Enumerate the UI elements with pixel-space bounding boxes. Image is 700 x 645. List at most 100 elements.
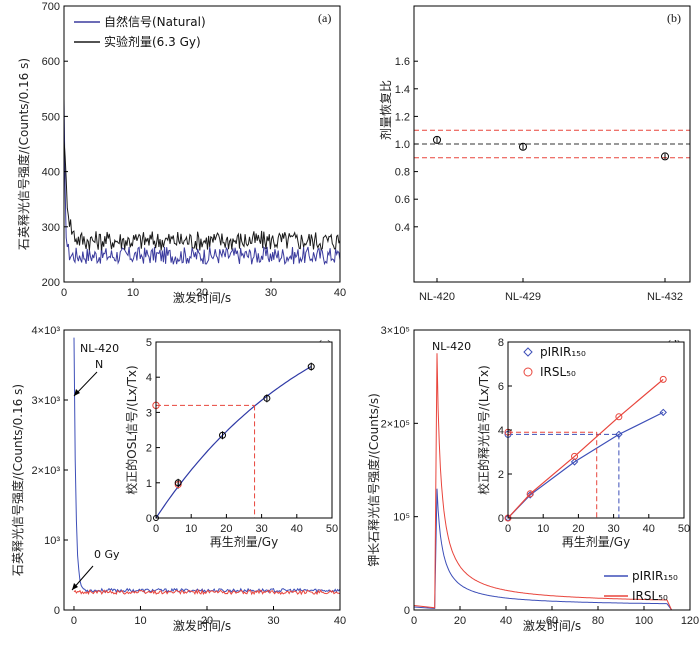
inset-point-d-0 <box>526 491 534 499</box>
data-point-b <box>433 135 441 144</box>
x-axis-title-c: 激发时间/s <box>173 618 231 633</box>
inset-legend-marker-d-0 <box>523 347 533 357</box>
inset-point-c <box>174 479 182 487</box>
inset-y-tick-d-label: 2 <box>498 469 504 481</box>
sample-label-c: NL-420 <box>80 342 119 355</box>
series-line-a-1 <box>63 140 341 251</box>
y-tick-a-label: 300 <box>42 222 60 234</box>
y-tick-b-label: 1.6 <box>395 56 410 68</box>
arrowhead-zero <box>72 583 78 590</box>
inset-legend-label-d-1: IRSL₅₀ <box>540 365 576 379</box>
inset-y-tick-c-label: 5 <box>146 337 152 349</box>
y-tick-a-label: 700 <box>42 1 60 13</box>
y-tick-b-label: 0.6 <box>395 194 410 206</box>
inset-x-tick-d-label: 10 <box>537 523 549 535</box>
x-tick-c-label: 0 <box>71 615 77 627</box>
inset-x-tick-d-label: 30 <box>607 523 619 535</box>
inset-x-tick-c-label: 0 <box>153 523 159 535</box>
inset-point-d-0 <box>570 458 579 466</box>
y-axis-title-a: 石英释光信号强度/(Counts/0.16 s) <box>16 58 31 250</box>
inset-c-frame <box>155 341 333 519</box>
y-tick-b-label: 1.0 <box>395 139 410 151</box>
inset-x-tick-c-label: 10 <box>185 523 197 535</box>
inset-x-tick-c-label: 30 <box>255 523 267 535</box>
inset-point-d-0 <box>615 430 623 439</box>
inset-y-tick-c-label: 4 <box>146 372 152 384</box>
inset-legend-label-d-0: pIRIR₁₅₀ <box>540 345 586 359</box>
data-point-b <box>661 152 669 161</box>
y-tick-a-label: 400 <box>42 167 60 179</box>
x-tick-c-label: 20 <box>201 615 213 627</box>
inset-y-tick-d-label: 6 <box>498 381 504 393</box>
data-point-b <box>519 142 527 151</box>
legend-label-d-0: pIRIR₁₅₀ <box>632 569 678 583</box>
inset-c-background <box>156 342 332 518</box>
x-tick-d-label: 120 <box>681 615 699 627</box>
x-tick-d-label: 40 <box>500 615 512 627</box>
inset-point-d-0 <box>659 408 667 417</box>
inset-y-tick-d-label: 0 <box>498 513 504 525</box>
inset-point-d-1 <box>526 490 534 498</box>
y-tick-c-label: 0 <box>54 605 60 617</box>
y-tick-d-label: 3×10⁵ <box>381 325 410 337</box>
x-category-label-b: NL-432 <box>647 291 683 303</box>
inset-x-title-d: 再生剂量/Gy <box>562 534 630 549</box>
x-axis-title-d: 激发时间/s <box>523 618 581 633</box>
inset-point-d-1 <box>571 452 579 460</box>
y-tick-b-label: 1.4 <box>395 84 410 96</box>
series-line-c-1 <box>73 589 341 596</box>
inset-y-tick-c-label: 3 <box>146 407 152 419</box>
sample-label-d: NL-420 <box>432 340 471 353</box>
series-line-d-1 <box>413 353 673 611</box>
x-tick-a-label: 20 <box>196 287 208 299</box>
annotation-zero-c: 0 Gy <box>94 548 120 561</box>
x-tick-a-label: 0 <box>61 287 67 299</box>
inset-y-title-c: 校正的OSL信号/(Lx/Tx) <box>124 365 139 494</box>
legend-label-a-1: 实验剂量(6.3 Gy) <box>104 34 201 49</box>
x-tick-d-label: 80 <box>592 615 604 627</box>
y-tick-d-label: 0 <box>404 605 410 617</box>
y-axis-title-b: 剂量恢复比 <box>378 80 393 140</box>
x-tick-d-label: 20 <box>454 615 466 627</box>
y-tick-b-label: 1.2 <box>395 111 410 123</box>
inset-point-c <box>263 394 271 402</box>
inset-x-tick-c-label: 20 <box>220 523 232 535</box>
x-tick-d-label: 60 <box>546 615 558 627</box>
x-category-label-b: NL-429 <box>505 291 541 303</box>
legend-label-d-1: IRSL₅₀ <box>632 589 668 603</box>
fit-curve-c <box>155 365 312 519</box>
y-tick-c-label: 2×10³ <box>32 465 61 477</box>
y-tick-a-label: 600 <box>42 56 60 68</box>
y-tick-c-label: 10³ <box>44 535 60 547</box>
x-tick-a-label: 30 <box>265 287 277 299</box>
inset-point-d-1 <box>659 375 667 383</box>
y-tick-b-label: 0.4 <box>395 222 410 234</box>
inset-fit-line-d-1 <box>507 378 664 519</box>
series-line-d-0 <box>413 488 673 611</box>
y-tick-a-label: 500 <box>42 111 60 123</box>
y-tick-c-label: 3×10³ <box>32 395 61 407</box>
inset-x-tick-d-label: 0 <box>505 523 511 535</box>
x-tick-c-label: 10 <box>134 615 146 627</box>
series-line-a-0 <box>63 98 341 266</box>
x-category-label-b: NL-420 <box>419 291 455 303</box>
y-tick-d-label: 2×10⁵ <box>381 418 410 430</box>
x-tick-c-label: 40 <box>334 615 346 627</box>
annotation-natural-c: N <box>95 358 103 371</box>
inset-point-d-1 <box>615 413 623 421</box>
x-tick-c-label: 30 <box>267 615 279 627</box>
inset-x-tick-d-label: 40 <box>643 523 655 535</box>
inset-x-tick-d-label: 50 <box>678 523 690 535</box>
x-tick-d-label: 100 <box>635 615 653 627</box>
inset-d-background <box>508 342 684 518</box>
x-tick-a-label: 40 <box>334 287 346 299</box>
inset-y-tick-d-label: 4 <box>498 425 504 437</box>
inset-y-tick-d-label: 8 <box>498 337 504 349</box>
inset-y-tick-c-label: 2 <box>146 443 152 455</box>
x-axis-title-a: 激发时间/s <box>173 290 231 305</box>
inset-legend-marker-d-1 <box>523 367 533 377</box>
panel-label-a: (a) <box>318 11 331 25</box>
inset-y-tick-c-label: 1 <box>146 478 152 490</box>
inset-x-tick-d-label: 20 <box>572 523 584 535</box>
x-tick-d-label: 0 <box>411 615 417 627</box>
